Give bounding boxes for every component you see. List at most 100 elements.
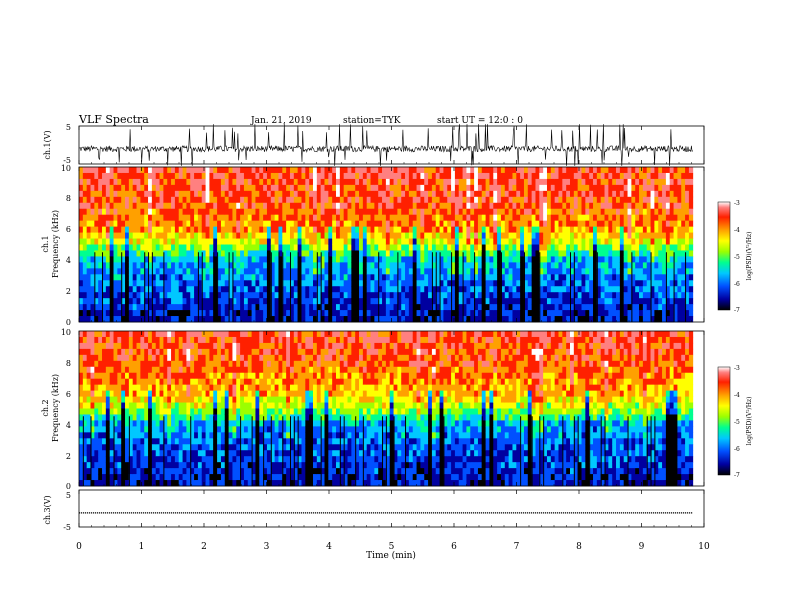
spectrogram-cell <box>531 310 536 317</box>
spectrogram-cell <box>102 474 107 481</box>
spectrogram-cell <box>612 250 617 257</box>
spectrogram-cell <box>681 256 686 263</box>
spectrogram-cell <box>94 316 99 323</box>
spectrogram-cell <box>393 274 398 281</box>
spectrogram-cell <box>681 304 686 311</box>
spectrogram-cell <box>209 190 214 198</box>
spectrogram-cell <box>431 202 437 210</box>
spectrogram-cell <box>673 316 678 323</box>
spectrogram-cell <box>447 202 452 210</box>
spectrogram-cell <box>270 292 276 299</box>
spectrogram-cell <box>79 420 84 427</box>
spectrogram-cell <box>435 262 440 269</box>
spectrogram-cell <box>109 438 114 445</box>
spectrogram-cell <box>121 468 126 475</box>
spectrogram-cell <box>125 366 130 374</box>
spectrogram-cell <box>190 360 195 368</box>
spectrogram-cell <box>128 244 134 251</box>
spectrogram-cell <box>454 256 460 263</box>
spectrogram-cell <box>604 238 609 245</box>
spectrogram-cell <box>148 456 153 463</box>
spectrogram-cell <box>359 256 364 263</box>
spectrogram-cell <box>543 298 548 305</box>
spectrogram-cell <box>148 354 153 362</box>
spectrogram-cell <box>182 280 187 287</box>
spectrogram-cell <box>420 262 425 269</box>
spectrogram-cell <box>477 167 483 174</box>
spectrogram-cell <box>90 402 95 409</box>
spectrogram-cell <box>90 360 95 368</box>
spectrogram-cell <box>98 208 103 216</box>
spectrogram-cell <box>236 232 241 239</box>
spectrogram-cell <box>508 167 513 174</box>
spectrogram-cell <box>182 474 187 481</box>
spectrogram-cell <box>140 408 145 415</box>
spectrogram-cell <box>125 414 130 421</box>
spectrogram-cell <box>516 226 521 233</box>
spectrogram-cell <box>408 262 414 269</box>
spectrogram-cell <box>523 172 529 180</box>
spectrogram-cell <box>286 214 291 222</box>
spectrogram-cell <box>359 226 364 233</box>
spectrogram-cell <box>151 360 157 368</box>
spectrogram-cell <box>201 268 206 275</box>
spectrogram-cell <box>654 172 659 180</box>
spectrogram-cell <box>125 444 130 451</box>
spectrogram-cell <box>144 244 149 251</box>
spectrogram-cell <box>117 232 122 239</box>
spectrogram-cell <box>151 366 157 374</box>
spectrogram-cell <box>631 250 636 257</box>
spectrogram-cell <box>178 238 183 245</box>
spectrogram-cell <box>174 250 180 257</box>
spectrogram-cell <box>125 456 130 463</box>
spectrogram-cell <box>109 444 114 451</box>
spectrogram-cell <box>596 220 602 228</box>
spectrogram-stripe <box>163 252 165 322</box>
spectrogram-cell <box>163 202 168 210</box>
spectrogram-cell <box>600 238 605 245</box>
spectrogram-cell <box>171 184 176 192</box>
spectrogram-cell <box>190 402 195 409</box>
spectrogram-cell <box>151 450 157 457</box>
spectrogram-cell <box>286 220 291 228</box>
spectrogram-cell <box>408 167 414 174</box>
spectrogram-cell <box>543 304 548 311</box>
spectrogram-cell <box>125 250 130 257</box>
spectrogram-cell <box>650 268 655 275</box>
spectrogram-cell <box>79 348 84 356</box>
spectrogram-cell <box>98 304 103 311</box>
spectrogram-cell <box>447 178 452 186</box>
spectrogram-cell <box>236 244 241 251</box>
spectrogram-cell <box>144 402 149 409</box>
spectrogram-cell <box>270 172 276 180</box>
spectrogram-cell <box>159 408 164 415</box>
spectrogram-cell <box>662 262 667 269</box>
spectrogram-cell <box>543 196 548 204</box>
spectrogram-cell <box>144 366 149 374</box>
spectrogram-cell <box>343 184 348 192</box>
spectrogram-cell <box>178 167 183 174</box>
spectrogram-cell <box>79 184 84 192</box>
spectrogram-cell <box>144 262 149 269</box>
spectrogram-cell <box>362 178 368 186</box>
spectrogram-cell <box>228 172 233 180</box>
spectrogram-cell <box>382 238 387 245</box>
spectrogram-cell <box>128 348 134 356</box>
spectrogram-cell <box>654 238 659 245</box>
spectrogram-cell <box>205 262 210 269</box>
spectrogram-cell <box>140 396 145 403</box>
spectrogram-cell <box>470 202 475 210</box>
spectrogram-cell <box>159 256 164 263</box>
spectrogram-cell <box>531 292 536 299</box>
spectrogram-cell <box>155 372 160 380</box>
spectrogram-cell <box>174 316 180 323</box>
spectrogram-cell <box>688 232 694 239</box>
spectrogram-cell <box>447 196 452 204</box>
spectrogram-cell <box>163 360 168 368</box>
spectrogram-cell <box>451 178 456 186</box>
spectrogram-cell <box>665 238 671 245</box>
spectrogram-cell <box>562 280 567 287</box>
spectrogram-cell <box>355 310 360 317</box>
spectrogram-cell <box>397 310 402 317</box>
